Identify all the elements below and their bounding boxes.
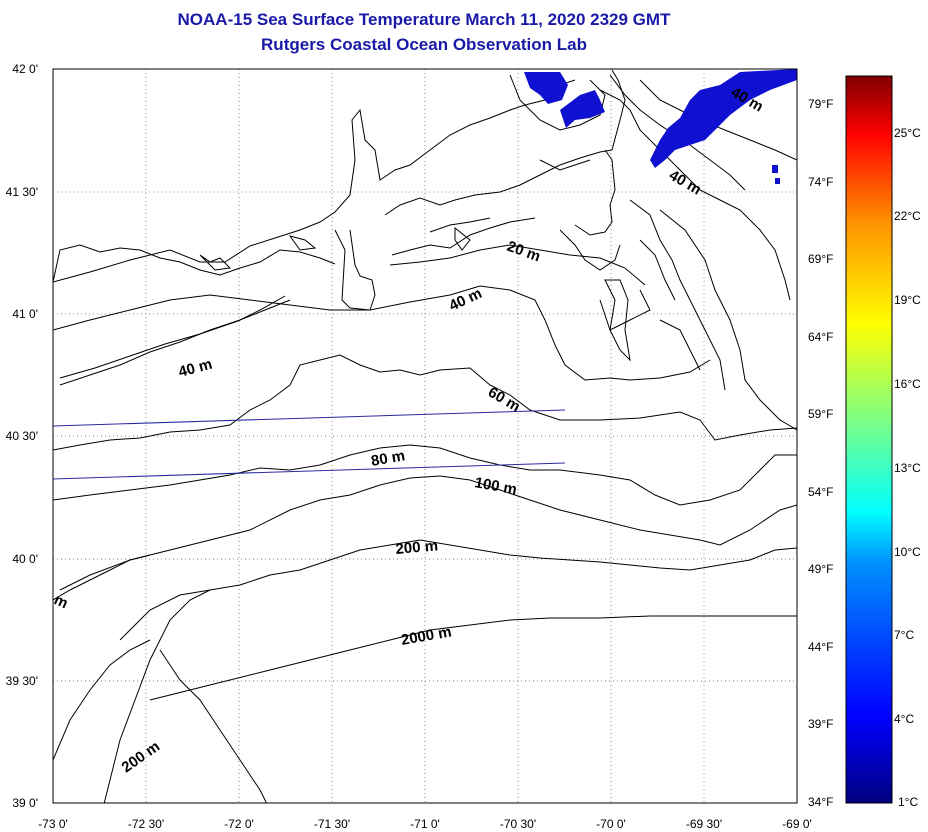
celsius-label: 19°C <box>894 293 921 307</box>
fahrenheit-label: 59°F <box>808 407 833 421</box>
lat-label: 42 0' <box>12 62 38 76</box>
contour-label: 20 m <box>505 238 543 266</box>
bathymetry-contours <box>53 74 797 803</box>
longitude-labels: -73 0' -72 30' -72 0' -71 30' -71 0' -70… <box>38 817 812 831</box>
plot-frame <box>52 68 798 804</box>
fahrenheit-label: 74°F <box>808 175 833 189</box>
lat-lon-grid <box>53 69 797 803</box>
fahrenheit-label: 54°F <box>808 485 833 499</box>
lon-label: -70 0' <box>596 817 626 831</box>
fahrenheit-labels: 79°F 74°F 69°F 64°F 59°F 54°F 49°F 44°F … <box>808 97 833 809</box>
celsius-label: 16°C <box>894 377 921 391</box>
temperature-colorbar <box>845 75 893 804</box>
celsius-label: 1°C <box>898 795 918 809</box>
satellite-track-lines <box>52 409 566 480</box>
lat-label: 39 0' <box>12 796 38 810</box>
lon-label: -69 30' <box>686 817 722 831</box>
celsius-label: 25°C <box>894 126 921 140</box>
fahrenheit-label: 69°F <box>808 252 833 266</box>
sst-data-patches <box>524 69 797 184</box>
contour-label: 100 m <box>473 474 518 498</box>
celsius-label: 22°C <box>894 209 921 223</box>
fahrenheit-label: 49°F <box>808 562 833 576</box>
map-title: NOAA-15 Sea Surface Temperature March 11… <box>177 10 671 29</box>
fahrenheit-label: 79°F <box>808 97 833 111</box>
fahrenheit-label: 64°F <box>808 330 833 344</box>
lat-label: 39 30' <box>6 674 38 688</box>
lat-label: 40 0' <box>12 552 38 566</box>
fahrenheit-label: 44°F <box>808 640 833 654</box>
contour-label: 200 m <box>395 537 439 558</box>
lon-label: -70 30' <box>500 817 536 831</box>
contour-label: 80 m <box>370 447 407 470</box>
latitude-labels: 42 0' 41 30' 41 0' 40 30' 40 0' 39 30' 3… <box>6 62 38 810</box>
contour-label: 200 m <box>119 738 164 776</box>
contour-label: 2000 m <box>400 623 453 649</box>
lon-label: -71 0' <box>410 817 440 831</box>
fahrenheit-label: 34°F <box>808 795 833 809</box>
contour-label: m <box>51 591 70 612</box>
celsius-label: 7°C <box>894 628 914 642</box>
contour-label: 60 m <box>485 384 523 416</box>
celsius-label: 4°C <box>894 712 914 726</box>
contour-label: 40 m <box>447 285 485 315</box>
fahrenheit-label: 39°F <box>808 717 833 731</box>
lat-label: 40 30' <box>6 429 38 443</box>
celsius-label: 13°C <box>894 461 921 475</box>
contour-label: 40 m <box>666 167 704 199</box>
lat-label: 41 0' <box>12 307 38 321</box>
coastline <box>53 69 797 431</box>
celsius-labels: 25°C 22°C 19°C 16°C 13°C 10°C 7°C 4°C 1°… <box>894 126 921 809</box>
map-subtitle: Rutgers Coastal Ocean Observation Lab <box>261 35 587 54</box>
contour-labels: 20 m 40 m 40 m 40 m 60 m 80 m 100 m 200 … <box>51 84 766 777</box>
lon-label: -71 30' <box>314 817 350 831</box>
lon-label: -72 0' <box>224 817 254 831</box>
celsius-label: 10°C <box>894 545 921 559</box>
lon-label: -69 0' <box>782 817 812 831</box>
lon-label: -72 30' <box>128 817 164 831</box>
lon-label: -73 0' <box>38 817 68 831</box>
contour-label: 40 m <box>177 356 214 381</box>
lat-label: 41 30' <box>6 185 38 199</box>
